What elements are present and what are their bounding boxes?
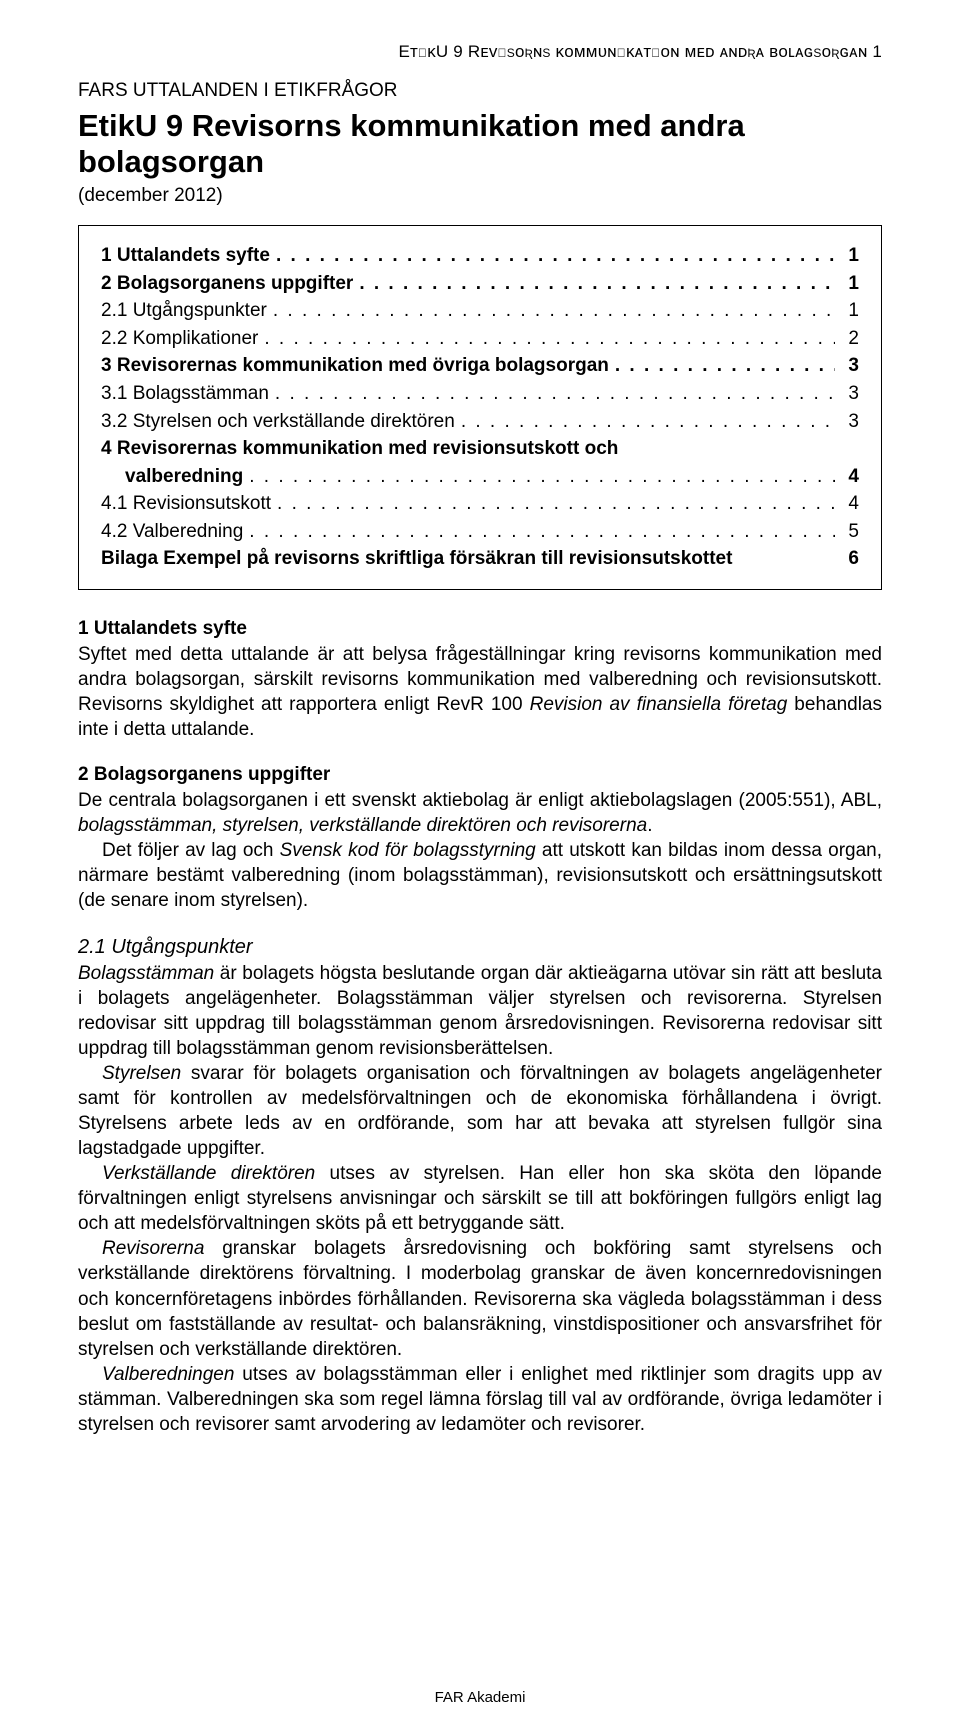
paragraph: Det följer av lag och Svensk kod för bol… [78, 838, 882, 913]
document-date: (december 2012) [78, 185, 882, 207]
toc-entry: 2.2 Komplikationer 2 [101, 325, 859, 353]
running-header: EᴛɪᴋU 9 Rᴇᴠɪsᴏʀɴs ᴋᴏᴍᴍᴜɴɪᴋᴀᴛɪᴏɴ ᴍᴇᴅ ᴀɴᴅʀ… [78, 42, 882, 62]
text-run-italic: Styrelsen [102, 1063, 181, 1084]
document-page: EᴛɪᴋU 9 Rᴇᴠɪsᴏʀɴs ᴋᴏᴍᴍᴜɴɪᴋᴀᴛɪᴏɴ ᴍᴇᴅ ᴀɴᴅʀ… [0, 0, 960, 1732]
section-2-1: 2.1 Utgångspunkter Bolagsstämman är bola… [78, 936, 882, 1437]
section-subheading: 2.1 Utgångspunkter [78, 936, 882, 959]
toc-page: 3 [841, 380, 859, 408]
toc-leader [277, 490, 835, 518]
table-of-contents: 1 Uttalandets syfte 1 2 Bolagsorganens u… [78, 225, 882, 590]
paragraph: Valberedningen utses av bolagsstämman el… [78, 1362, 882, 1437]
toc-label: 3.1 Bolagsstämman [101, 380, 269, 408]
toc-leader [249, 518, 835, 546]
text-run-italic: Svensk kod för bolagsstyrning [280, 840, 536, 861]
paragraph: Syftet med detta uttalande är att belysa… [78, 642, 882, 742]
text-run-italic: Verkställande direktören [102, 1163, 315, 1184]
toc-page: 1 [841, 297, 859, 325]
toc-page: 3 [841, 408, 859, 436]
toc-leader [249, 463, 835, 491]
toc-leader [275, 380, 835, 408]
text-run: svarar för bolagets organisation och för… [78, 1063, 882, 1159]
toc-entry: 4.2 Valberedning 5 [101, 518, 859, 546]
text-run-italic: Revision av finansiella företag [530, 694, 788, 715]
toc-label: 2.1 Utgångspunkter [101, 297, 267, 325]
section-2: 2 Bolagsorganens uppgifter De centrala b… [78, 764, 882, 913]
toc-page: 1 [841, 242, 859, 270]
paragraph: Verkställande direktören utses av styrel… [78, 1161, 882, 1236]
toc-leader [273, 297, 835, 325]
text-run-italic: bolagsstämman, styrelsen, verkställande … [78, 815, 647, 836]
toc-leader [359, 270, 835, 298]
toc-entry: 2.1 Utgångspunkter 1 [101, 297, 859, 325]
toc-label: Bilaga Exempel på revisorns skriftliga f… [101, 545, 732, 573]
text-run: Det följer av lag och [102, 840, 280, 861]
text-run: . [647, 815, 652, 836]
document-title: EtikU 9 Revisorns kommunikation med andr… [78, 108, 882, 179]
toc-entry: 2 Bolagsorganens uppgifter 1 [101, 270, 859, 298]
document-series: FARS UTTALANDEN I ETIKFRÅGOR [78, 80, 882, 102]
toc-page: 5 [841, 518, 859, 546]
toc-label: 2 Bolagsorganens uppgifter [101, 270, 353, 298]
toc-leader [276, 242, 835, 270]
toc-label: 3 Revisorernas kommunikation med övriga … [101, 352, 609, 380]
toc-leader [615, 352, 835, 380]
toc-entry-continuation: valberedning 4 [101, 463, 859, 491]
section-1: 1 Uttalandets syfte Syftet med detta utt… [78, 618, 882, 742]
toc-entry: 3.2 Styrelsen och verkställande direktör… [101, 408, 859, 436]
paragraph: Bolagsstämman är bolagets högsta besluta… [78, 961, 882, 1061]
toc-label: 4.1 Revisionsutskott [101, 490, 271, 518]
toc-label: valberedning [125, 463, 243, 491]
toc-label: 2.2 Komplikationer [101, 325, 258, 353]
toc-entry: 3 Revisorernas kommunikation med övriga … [101, 352, 859, 380]
toc-entry: 4.1 Revisionsutskott 4 [101, 490, 859, 518]
toc-label: 3.2 Styrelsen och verkställande direktör… [101, 408, 455, 436]
section-heading: 1 Uttalandets syfte [78, 618, 882, 640]
text-run: De centrala bolagsorganen i ett svenskt … [78, 790, 882, 811]
toc-page: 3 [841, 352, 859, 380]
toc-page: 4 [841, 463, 859, 491]
page-footer: FAR Akademi [0, 1689, 960, 1706]
toc-label: 4 Revisorernas kommunikation med revisio… [101, 435, 618, 463]
toc-page: 4 [841, 490, 859, 518]
toc-label: 4.2 Valberedning [101, 518, 243, 546]
toc-label: 1 Uttalandets syfte [101, 242, 270, 270]
paragraph: Styrelsen svarar för bolagets organisati… [78, 1061, 882, 1161]
text-run-italic: Revisorerna [102, 1238, 204, 1259]
section-heading: 2 Bolagsorganens uppgifter [78, 764, 882, 786]
toc-entry: 3.1 Bolagsstämman 3 [101, 380, 859, 408]
text-run-italic: Valberedningen [102, 1364, 234, 1385]
toc-entry: 1 Uttalandets syfte 1 [101, 242, 859, 270]
toc-leader [264, 325, 835, 353]
toc-page: 1 [841, 270, 859, 298]
toc-page: 2 [841, 325, 859, 353]
toc-leader [461, 408, 835, 436]
paragraph: De centrala bolagsorganen i ett svenskt … [78, 788, 882, 838]
toc-entry: 4 Revisorernas kommunikation med revisio… [101, 435, 859, 463]
toc-entry: Bilaga Exempel på revisorns skriftliga f… [101, 545, 859, 573]
text-run-italic: Bolagsstämman [78, 963, 214, 984]
toc-page: 6 [841, 545, 859, 573]
paragraph: Revisorerna granskar bolagets årsredovis… [78, 1236, 882, 1361]
